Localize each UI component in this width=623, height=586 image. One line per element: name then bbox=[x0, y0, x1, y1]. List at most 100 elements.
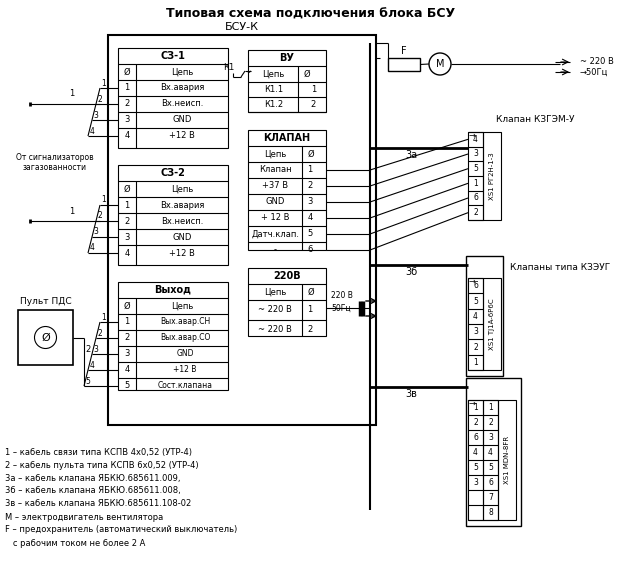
Text: 4: 4 bbox=[473, 312, 478, 321]
Text: Цепь: Цепь bbox=[264, 288, 287, 297]
Text: 1: 1 bbox=[311, 85, 316, 94]
Text: 2: 2 bbox=[85, 345, 90, 354]
Text: Выход: Выход bbox=[155, 285, 191, 295]
Text: СЗ-1: СЗ-1 bbox=[161, 51, 186, 61]
Text: 3: 3 bbox=[93, 345, 98, 353]
Text: 8: 8 bbox=[488, 508, 493, 517]
Text: М: М bbox=[435, 59, 444, 69]
Text: 3: 3 bbox=[473, 327, 478, 336]
Text: 5: 5 bbox=[85, 376, 90, 386]
Text: 4: 4 bbox=[125, 366, 130, 374]
Text: 5: 5 bbox=[307, 230, 313, 239]
Text: 1: 1 bbox=[125, 318, 130, 326]
Bar bbox=[388, 58, 420, 71]
Text: 1: 1 bbox=[307, 165, 313, 175]
Text: Цепь: Цепь bbox=[171, 185, 193, 193]
Text: 2: 2 bbox=[125, 100, 130, 108]
Text: Ø: Ø bbox=[41, 332, 50, 342]
Text: Ø: Ø bbox=[303, 70, 310, 79]
Text: 5: 5 bbox=[473, 463, 478, 472]
Bar bbox=[466, 256, 503, 376]
Text: 2: 2 bbox=[98, 329, 102, 338]
Text: 4: 4 bbox=[473, 135, 478, 144]
Text: →50Гц: →50Гц bbox=[580, 67, 609, 77]
Text: 6: 6 bbox=[473, 281, 478, 290]
Text: БСУ-К: БСУ-К bbox=[225, 22, 259, 32]
Text: 6: 6 bbox=[473, 193, 478, 203]
Text: 3: 3 bbox=[488, 433, 493, 442]
Text: Ø: Ø bbox=[124, 67, 130, 77]
Text: От сигнализаторов
загазованности: От сигнализаторов загазованности bbox=[16, 153, 94, 172]
Text: 4: 4 bbox=[90, 127, 95, 135]
Text: Сост.клапана: Сост.клапана bbox=[158, 381, 212, 390]
Text: 1: 1 bbox=[102, 79, 107, 87]
Text: Пульт ПДС: Пульт ПДС bbox=[20, 298, 71, 306]
Text: 3: 3 bbox=[473, 478, 478, 487]
Text: ВУ: ВУ bbox=[280, 53, 295, 63]
Text: 50Гц: 50Гц bbox=[331, 304, 351, 312]
Text: К1: К1 bbox=[224, 63, 235, 73]
Text: Ø: Ø bbox=[124, 302, 130, 311]
Text: Вх.неисп.: Вх.неисп. bbox=[161, 100, 203, 108]
Text: 4: 4 bbox=[125, 131, 130, 141]
Text: К1.1: К1.1 bbox=[264, 85, 283, 94]
Text: ~ 220 В: ~ 220 В bbox=[259, 325, 292, 335]
Text: Вх.неисп.: Вх.неисп. bbox=[161, 216, 203, 226]
Bar bbox=[248, 268, 326, 336]
Text: + 12 В: + 12 В bbox=[261, 213, 290, 223]
Text: XS1 MDN-8FR: XS1 MDN-8FR bbox=[504, 436, 510, 484]
Text: -: - bbox=[273, 246, 277, 254]
Text: 3: 3 bbox=[125, 115, 130, 124]
Bar bbox=[468, 400, 483, 520]
Text: 1: 1 bbox=[307, 305, 313, 315]
Text: с рабочим током не более 2 А: с рабочим током не более 2 А bbox=[5, 539, 145, 547]
Text: GND: GND bbox=[173, 115, 192, 124]
Text: 1: 1 bbox=[102, 196, 107, 205]
Text: 2: 2 bbox=[473, 342, 478, 352]
Text: →: → bbox=[468, 131, 475, 139]
Text: 7: 7 bbox=[488, 493, 493, 502]
Text: Вх.авария: Вх.авария bbox=[160, 83, 204, 93]
Text: 6: 6 bbox=[473, 433, 478, 442]
Text: СЗ-2: СЗ-2 bbox=[161, 168, 186, 178]
Text: 2: 2 bbox=[488, 418, 493, 427]
Bar bbox=[483, 400, 498, 520]
Text: 6: 6 bbox=[488, 478, 493, 487]
Text: 2 – кабель пульта типа КСПВ 6х0,52 (УТР-4): 2 – кабель пульта типа КСПВ 6х0,52 (УТР-… bbox=[5, 461, 199, 469]
Text: 1: 1 bbox=[102, 312, 107, 322]
Text: +12 В: +12 В bbox=[173, 366, 197, 374]
Text: Ø: Ø bbox=[308, 288, 315, 297]
Text: К1.2: К1.2 bbox=[264, 100, 283, 109]
Text: 2: 2 bbox=[125, 333, 130, 342]
Text: 3: 3 bbox=[93, 111, 98, 120]
Text: 1: 1 bbox=[125, 83, 130, 93]
Text: 1 – кабель связи типа КСПВ 4х0,52 (УТР-4): 1 – кабель связи типа КСПВ 4х0,52 (УТР-4… bbox=[5, 448, 192, 456]
Text: Ø: Ø bbox=[124, 185, 130, 193]
Bar bbox=[18, 310, 73, 365]
Bar bbox=[248, 50, 326, 112]
Bar bbox=[108, 35, 376, 425]
Text: 5: 5 bbox=[125, 381, 130, 390]
Text: 2: 2 bbox=[473, 418, 478, 427]
Text: Цепь: Цепь bbox=[263, 70, 285, 79]
Text: 4: 4 bbox=[125, 248, 130, 257]
Text: F: F bbox=[401, 46, 407, 56]
Text: 3в: 3в bbox=[405, 389, 417, 399]
Text: 4: 4 bbox=[473, 448, 478, 457]
Text: 3: 3 bbox=[473, 149, 478, 158]
Text: 3б – кабель клапана ЯБКЮ.685611.008,: 3б – кабель клапана ЯБКЮ.685611.008, bbox=[5, 486, 181, 496]
Text: 3: 3 bbox=[307, 197, 313, 206]
Text: 2: 2 bbox=[98, 94, 102, 104]
Text: 1: 1 bbox=[473, 358, 478, 367]
Text: 3: 3 bbox=[93, 227, 98, 237]
Text: +37 В: +37 В bbox=[262, 182, 288, 190]
Text: 4: 4 bbox=[488, 448, 493, 457]
Text: 2: 2 bbox=[125, 216, 130, 226]
Text: М – электродвигатель вентилятора: М – электродвигатель вентилятора bbox=[5, 513, 163, 522]
Text: 2: 2 bbox=[311, 100, 316, 109]
Text: 220 В: 220 В bbox=[331, 291, 353, 301]
Text: Цепь: Цепь bbox=[264, 149, 287, 158]
Text: 5: 5 bbox=[473, 297, 478, 305]
Bar bbox=[248, 130, 326, 250]
Text: 220В: 220В bbox=[273, 271, 301, 281]
